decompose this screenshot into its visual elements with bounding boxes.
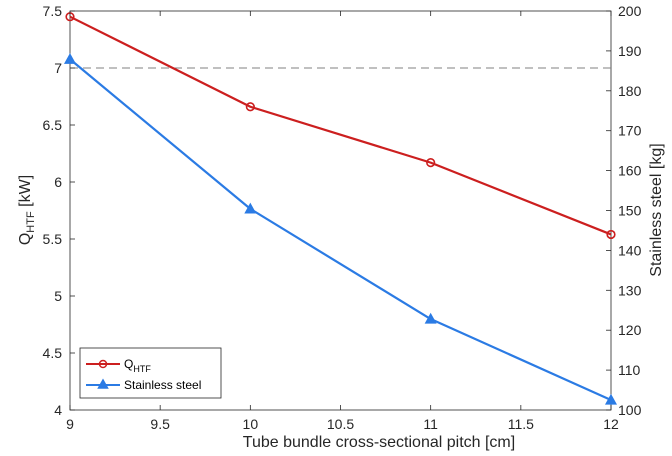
legend: QHTF Stainless steel — [79, 347, 222, 399]
left-y-axis-title-sub: HTF — [25, 211, 37, 233]
left-y-tick-label: 4.5 — [43, 345, 63, 361]
right-y-tick-label: 140 — [618, 242, 642, 258]
legend-label-q-htf: QHTF — [124, 357, 151, 374]
left-y-axis-title-unit: [kW] — [17, 175, 34, 211]
right-y-tick-label: 160 — [618, 163, 642, 179]
plot-area — [63, 10, 618, 411]
left-y-tick-label: 6.5 — [43, 117, 63, 133]
x-tick-label: 11.5 — [508, 416, 534, 432]
legend-entry-stainless-steel: Stainless steel — [86, 378, 201, 392]
x-axis: 9 9.5 10 10.5 11 11.5 12 — [66, 11, 619, 432]
x-tick-label: 10.5 — [327, 416, 354, 432]
right-y-tick-label: 170 — [618, 123, 642, 139]
right-y-tick-label: 100 — [618, 402, 642, 418]
legend-label-q-sub: HTF — [133, 364, 151, 374]
series-line-q-htf — [69, 15, 612, 236]
right-y-tick-label: 190 — [618, 43, 642, 59]
data-point-q-htf — [606, 229, 616, 240]
right-y-axis-title: Stainless steel [kg] — [648, 143, 665, 276]
left-y-tick-label: 7.5 — [43, 3, 63, 19]
x-tick-label: 12 — [603, 416, 619, 432]
left-y-axis-title: QHTF [kW] — [17, 175, 37, 245]
legend-entry-q-htf: QHTF — [86, 357, 151, 374]
legend-triangle-marker — [97, 378, 109, 389]
x-axis-title: Tube bundle cross-sectional pitch [cm] — [243, 434, 515, 451]
left-y-axis-title-main: Q — [17, 233, 34, 245]
right-y-tick-label: 180 — [618, 83, 642, 99]
data-point-stainless-steel — [63, 53, 77, 64]
left-y-tick-label: 5.5 — [43, 231, 63, 247]
x-tick-label: 10 — [243, 416, 259, 432]
x-tick-label: 11 — [423, 416, 438, 432]
right-y-tick-label: 130 — [618, 282, 642, 298]
legend-box — [79, 347, 222, 399]
x-tick-label: 9.5 — [150, 416, 170, 432]
plot-frame — [69, 10, 612, 411]
legend-label-stainless-steel: Stainless steel — [124, 378, 201, 392]
legend-label-q-main: Q — [124, 357, 133, 371]
left-y-tick-label: 6 — [54, 174, 62, 190]
left-y-axis: 4 4.5 5 5.5 6 6.5 7 7.5 — [43, 3, 75, 418]
data-point-stainless-steel — [424, 312, 437, 324]
left-y-tick-label: 7 — [54, 60, 62, 76]
data-point-q-htf — [245, 102, 255, 112]
x-tick-label: 9 — [66, 416, 74, 432]
right-y-tick-label: 110 — [618, 362, 641, 378]
data-point-q-htf — [426, 158, 436, 168]
right-y-tick-label: 150 — [618, 203, 642, 219]
legend-circle-marker — [98, 359, 108, 369]
right-y-tick-label: 200 — [618, 3, 642, 19]
left-y-tick-label: 4 — [54, 402, 62, 418]
series-line-stainless-steel — [69, 58, 612, 402]
data-point-stainless-steel — [244, 202, 257, 214]
left-y-tick-label: 5 — [54, 288, 62, 304]
right-y-tick-label: 120 — [618, 322, 642, 338]
data-point-stainless-steel — [604, 393, 618, 405]
right-y-axis: 100 110 120 130 140 150 160 170 180 190 200 — [606, 3, 642, 418]
